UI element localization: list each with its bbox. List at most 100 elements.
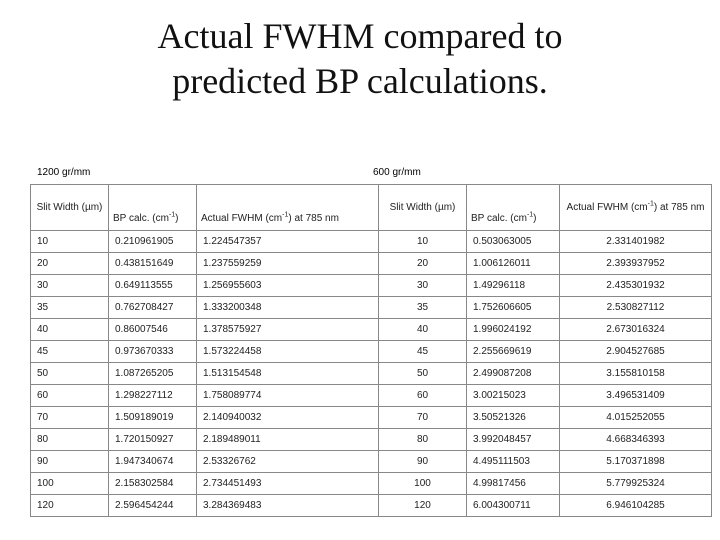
cell-fwhm-600: 6.946104285	[559, 494, 712, 517]
table-body: 10 0.210961905 1.224547357 10 0.503063005 2.3…	[30, 230, 712, 517]
cell-slit-width-1200: 90	[30, 450, 109, 473]
cell-fwhm-1200: 1.256955603	[196, 274, 379, 297]
cell-fwhm-1200: 3.284369483	[196, 494, 379, 517]
cell-slit-width-600: 45	[378, 340, 467, 363]
table-row: 20 0.438151649 1.237559259 20 1.006126011 2.3…	[30, 252, 712, 275]
cell-slit-width-600: 50	[378, 362, 467, 385]
cell-slit-width-1200: 10	[30, 230, 109, 253]
cell-bp-calc-600: 4.99817456	[466, 472, 560, 495]
cell-fwhm-600: 4.668346393	[559, 428, 712, 451]
cell-slit-width-600: 120	[378, 494, 467, 517]
cell-slit-width-1200: 80	[30, 428, 109, 451]
cell-fwhm-600: 2.393937952	[559, 252, 712, 275]
cell-fwhm-1200: 1.224547357	[196, 230, 379, 253]
cell-slit-width-1200: 30	[30, 274, 109, 297]
cell-bp-calc-600: 2.499087208	[466, 362, 560, 385]
group-label-1200: 1200 gr/mm	[37, 167, 91, 178]
cell-slit-width-1200: 45	[30, 340, 109, 363]
cell-fwhm-600: 3.155810158	[559, 362, 712, 385]
table-row: 50 1.087265205 1.513154548 50 2.499087208 3.1…	[30, 362, 712, 385]
cell-slit-width-600: 100	[378, 472, 467, 495]
cell-bp-calc-1200: 2.596454244	[108, 494, 197, 517]
cell-bp-calc-600: 3.50521326	[466, 406, 560, 429]
cell-bp-calc-1200: 1.509189019	[108, 406, 197, 429]
table-row: 60 1.298227112 1.758089774 60 3.00215023 3.49…	[30, 384, 712, 407]
header-fwhm-600: Actual FWHM (cm-1) at 785 nm	[559, 184, 712, 231]
fwhm-comparison-table: Slit Width (µm) BP calc. (cm-1) Actual F…	[30, 184, 712, 517]
cell-fwhm-1200: 1.237559259	[196, 252, 379, 275]
cell-bp-calc-600: 3.992048457	[466, 428, 560, 451]
table-row: 45 0.973670333 1.573224458 45 2.255669619 2.9…	[30, 340, 712, 363]
cell-slit-width-600: 70	[378, 406, 467, 429]
cell-bp-calc-1200: 0.762708427	[108, 296, 197, 319]
header-fwhm-1200: Actual FWHM (cm-1) at 785 nm	[196, 184, 379, 231]
cell-slit-width-1200: 100	[30, 472, 109, 495]
cell-bp-calc-600: 1.006126011	[466, 252, 560, 275]
table-row: 80 1.720150927 2.189489011 80 3.992048457 4.6…	[30, 428, 712, 451]
table-row: 10 0.210961905 1.224547357 10 0.503063005 2.3…	[30, 230, 712, 253]
cell-slit-width-600: 60	[378, 384, 467, 407]
cell-slit-width-600: 20	[378, 252, 467, 275]
cell-bp-calc-600: 2.255669619	[466, 340, 560, 363]
cell-slit-width-600: 35	[378, 296, 467, 319]
cell-fwhm-1200: 1.573224458	[196, 340, 379, 363]
cell-bp-calc-1200: 0.210961905	[108, 230, 197, 253]
cell-slit-width-600: 80	[378, 428, 467, 451]
cell-bp-calc-1200: 1.720150927	[108, 428, 197, 451]
cell-bp-calc-1200: 1.298227112	[108, 384, 197, 407]
cell-slit-width-1200: 35	[30, 296, 109, 319]
header-slit-width-1200: Slit Width (µm)	[30, 184, 109, 231]
cell-slit-width-600: 90	[378, 450, 467, 473]
table-row: 30 0.649113555 1.256955603 30 1.49296118 2.43…	[30, 274, 712, 297]
slide-title: Actual FWHM compared to predicted BP cal…	[0, 14, 720, 104]
cell-bp-calc-600: 4.495111503	[466, 450, 560, 473]
cell-fwhm-1200: 2.53326762	[196, 450, 379, 473]
cell-fwhm-1200: 1.513154548	[196, 362, 379, 385]
cell-bp-calc-600: 1.49296118	[466, 274, 560, 297]
cell-slit-width-1200: 70	[30, 406, 109, 429]
table-row: 100 2.158302584 2.734451493 100 4.99817456 5.…	[30, 472, 712, 495]
cell-bp-calc-600: 1.996024192	[466, 318, 560, 341]
cell-fwhm-600: 2.904527685	[559, 340, 712, 363]
cell-slit-width-1200: 40	[30, 318, 109, 341]
cell-fwhm-1200: 1.378575927	[196, 318, 379, 341]
cell-slit-width-600: 40	[378, 318, 467, 341]
cell-bp-calc-1200: 0.649113555	[108, 274, 197, 297]
cell-bp-calc-1200: 2.158302584	[108, 472, 197, 495]
header-bp-calc-600: BP calc. (cm-1)	[466, 184, 560, 231]
table-row: 35 0.762708427 1.333200348 35 1.752606605 2.5…	[30, 296, 712, 319]
table-row: 40 0.86007546 1.378575927 40 1.996024192 2.67…	[30, 318, 712, 341]
cell-slit-width-600: 30	[378, 274, 467, 297]
cell-bp-calc-1200: 0.973670333	[108, 340, 197, 363]
table-header-row: Slit Width (µm) BP calc. (cm-1) Actual F…	[30, 184, 712, 231]
cell-bp-calc-600: 1.752606605	[466, 296, 560, 319]
cell-bp-calc-600: 0.503063005	[466, 230, 560, 253]
cell-fwhm-600: 5.779925324	[559, 472, 712, 495]
cell-bp-calc-600: 6.004300711	[466, 494, 560, 517]
cell-bp-calc-1200: 1.947340674	[108, 450, 197, 473]
table-row: 70 1.509189019 2.140940032 70 3.50521326 4.01…	[30, 406, 712, 429]
title-line-2: predicted BP calculations.	[172, 61, 548, 101]
cell-fwhm-600: 3.496531409	[559, 384, 712, 407]
cell-fwhm-600: 2.331401982	[559, 230, 712, 253]
cell-fwhm-600: 2.435301932	[559, 274, 712, 297]
cell-bp-calc-1200: 0.438151649	[108, 252, 197, 275]
title-line-1: Actual FWHM compared to	[157, 16, 563, 56]
cell-slit-width-1200: 50	[30, 362, 109, 385]
table-row: 120 2.596454244 3.284369483 120 6.004300711 6…	[30, 494, 712, 517]
cell-fwhm-1200: 2.140940032	[196, 406, 379, 429]
header-slit-width-600: Slit Width (µm)	[378, 184, 467, 231]
cell-fwhm-600: 2.530827112	[559, 296, 712, 319]
cell-bp-calc-1200: 0.86007546	[108, 318, 197, 341]
group-label-600: 600 gr/mm	[373, 167, 421, 178]
cell-fwhm-1200: 1.333200348	[196, 296, 379, 319]
cell-fwhm-1200: 2.189489011	[196, 428, 379, 451]
cell-fwhm-600: 4.015252055	[559, 406, 712, 429]
cell-slit-width-1200: 60	[30, 384, 109, 407]
cell-bp-calc-1200: 1.087265205	[108, 362, 197, 385]
header-bp-calc-1200: BP calc. (cm-1)	[108, 184, 197, 231]
cell-slit-width-1200: 120	[30, 494, 109, 517]
cell-slit-width-600: 10	[378, 230, 467, 253]
cell-fwhm-600: 2.673016324	[559, 318, 712, 341]
cell-bp-calc-600: 3.00215023	[466, 384, 560, 407]
